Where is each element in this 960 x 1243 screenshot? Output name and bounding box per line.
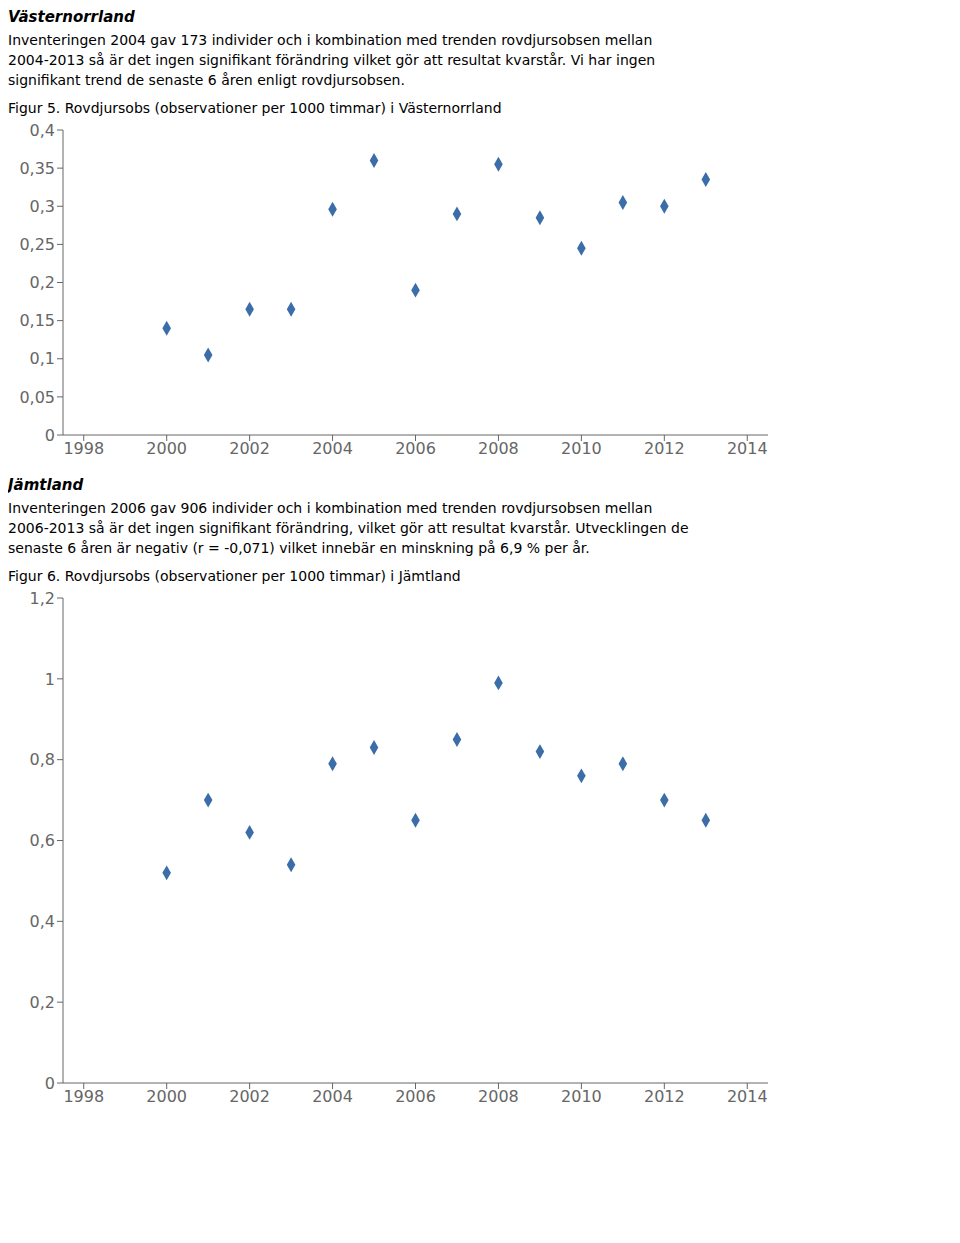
html-text:Figur 6. Rovdjursobs (observat: Figur 6. Rovdjursobs (observationer per … xyxy=(8,568,461,584)
svg-text:0,15: 0,15 xyxy=(19,311,55,330)
svg-text:0,25: 0,25 xyxy=(19,235,55,254)
svg-text:2012: 2012 xyxy=(644,1087,685,1106)
svg-text:0,05: 0,05 xyxy=(19,388,55,407)
svg-text:0: 0 xyxy=(45,426,55,445)
svg-text:2006: 2006 xyxy=(395,439,436,458)
svg-text:0,4: 0,4 xyxy=(30,121,55,140)
html-text:Inventeringen 2004 gav 173 ind: Inventeringen 2004 gav 173 individer och… xyxy=(8,32,653,48)
html-text:senaste 6 åren är negativ (r =: senaste 6 åren är negativ (r = -0,071) v… xyxy=(8,540,590,556)
svg-text:2002: 2002 xyxy=(229,1087,270,1106)
svg-text:0,6: 0,6 xyxy=(30,831,55,850)
svg-text:0,1: 0,1 xyxy=(30,349,55,368)
svg-text:0,2: 0,2 xyxy=(30,273,55,292)
html-text:Jämtland: Jämtland xyxy=(8,476,84,494)
html-text:2006-2013 så är det ingen sign: 2006-2013 så är det ingen signifikant fö… xyxy=(8,520,689,536)
svg-text:0,4: 0,4 xyxy=(30,912,55,931)
svg-text:1,2: 1,2 xyxy=(30,589,55,608)
svg-text:2010: 2010 xyxy=(561,439,602,458)
svg-text:2004: 2004 xyxy=(312,439,353,458)
html-text:Västernorrland: Västernorrland xyxy=(8,8,135,26)
svg-text:0,8: 0,8 xyxy=(30,750,55,769)
html-text:2004-2013 så är det ingen sign: 2004-2013 så är det ingen signifikant fö… xyxy=(8,52,656,68)
html-text:Inventeringen 2006 gav 906 ind: Inventeringen 2006 gav 906 individer och… xyxy=(8,500,653,516)
svg-text:2000: 2000 xyxy=(146,1087,187,1106)
svg-text:0,2: 0,2 xyxy=(30,993,55,1012)
svg-text:2008: 2008 xyxy=(478,1087,519,1106)
svg-text:2014: 2014 xyxy=(727,439,768,458)
svg-text:2006: 2006 xyxy=(395,1087,436,1106)
svg-text:2002: 2002 xyxy=(229,439,270,458)
svg-text:0,35: 0,35 xyxy=(19,159,55,178)
svg-text:2012: 2012 xyxy=(644,439,685,458)
svg-text:2000: 2000 xyxy=(146,439,187,458)
svg-text:0,3: 0,3 xyxy=(30,197,55,216)
svg-text:1998: 1998 xyxy=(63,439,104,458)
svg-text:1: 1 xyxy=(45,670,55,689)
svg-text:2008: 2008 xyxy=(478,439,519,458)
svg-text:2004: 2004 xyxy=(312,1087,353,1106)
svg-text:1998: 1998 xyxy=(63,1087,104,1106)
html-text:signifikant trend de senaste 6: signifikant trend de senaste 6 åren enli… xyxy=(8,72,405,88)
html-text:Figur 5. Rovdjursobs (observat: Figur 5. Rovdjursobs (observationer per … xyxy=(8,100,502,116)
svg-text:0: 0 xyxy=(45,1074,55,1093)
svg-text:2010: 2010 xyxy=(561,1087,602,1106)
svg-text:2014: 2014 xyxy=(727,1087,768,1106)
